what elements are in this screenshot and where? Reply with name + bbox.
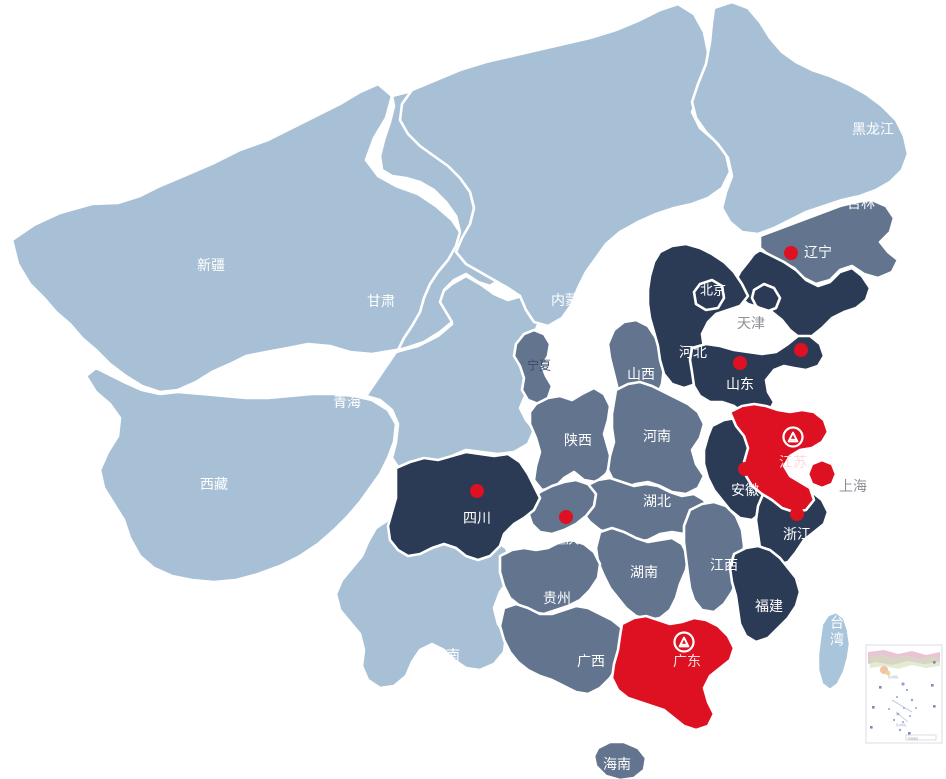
headquarters-markers	[673, 426, 804, 653]
inset-scale-label: 南海诸岛	[908, 737, 919, 741]
province-fujian[interactable]	[728, 544, 802, 644]
marker-shandong[interactable]	[733, 356, 747, 370]
province-guangdong[interactable]	[610, 614, 736, 732]
province-henan[interactable]	[606, 380, 706, 496]
marker-anhui[interactable]	[738, 462, 752, 476]
province-hainan[interactable]	[592, 740, 648, 779]
hq-jiangsu-logo-icon[interactable]	[782, 426, 804, 448]
province-neimenggu[interactable]	[398, 2, 732, 328]
marker-sichuan[interactable]	[470, 484, 484, 498]
province-taiwan[interactable]	[816, 610, 852, 692]
inset-island-small	[885, 670, 891, 676]
province-group-tier-high	[386, 242, 872, 644]
province-hunan[interactable]	[594, 526, 690, 622]
province-guizhou[interactable]	[498, 538, 602, 616]
province-shaanxi[interactable]	[528, 386, 614, 492]
hq-guangdong-logo-icon[interactable]	[673, 631, 695, 653]
province-shandong[interactable]	[688, 334, 826, 420]
label-tianjin: 天津	[737, 316, 765, 332]
inset-tiny-label-2: 南沙群岛	[896, 723, 907, 727]
province-guangxi[interactable]	[498, 602, 630, 696]
province-group-tier-none	[10, 0, 910, 692]
province-hebei[interactable]	[646, 242, 750, 390]
province-heilongjiang[interactable]	[690, 0, 910, 236]
province-jiangsu[interactable]	[728, 402, 830, 514]
province-group-tier-headquarters	[610, 402, 838, 732]
inset-scale-bar	[905, 734, 937, 741]
inset-tiny-label-1: 西沙群岛	[888, 675, 899, 679]
inset-coast-band2	[869, 654, 940, 669]
inset-islands	[888, 682, 917, 732]
province-shanghai[interactable]	[806, 458, 838, 490]
city-markers	[470, 246, 808, 524]
province-xizang[interactable]	[84, 366, 398, 584]
marker-chongqing[interactable]	[559, 510, 573, 524]
province-sichuan[interactable]	[386, 450, 542, 562]
marker-shandong-peninsula[interactable]	[794, 343, 808, 357]
marker-liaoning[interactable]	[784, 246, 798, 260]
marker-zhejiang[interactable]	[790, 507, 804, 521]
label-shanghai: 上海	[839, 479, 867, 495]
province-chongqing[interactable]	[526, 478, 598, 536]
south-china-sea-inset[interactable]: 西沙群岛 南沙群岛 南海诸岛	[865, 644, 943, 744]
inset-nine-dash-line	[870, 661, 936, 735]
